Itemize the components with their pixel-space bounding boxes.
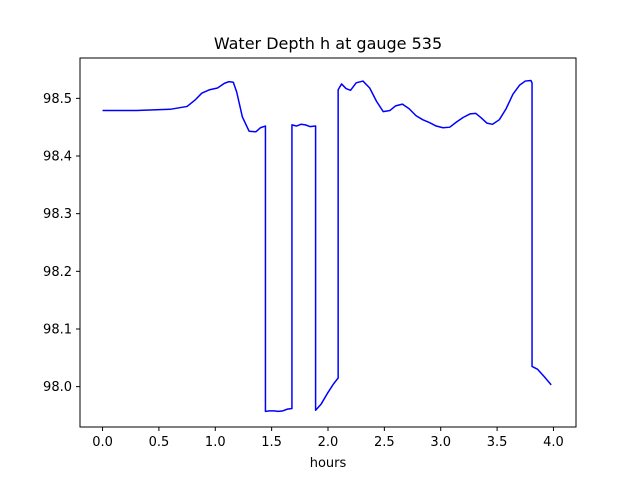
x-tick-label: 0.5	[149, 435, 170, 450]
x-axis-label: hours	[310, 456, 347, 471]
chart-title: Water Depth h at gauge 535	[214, 34, 442, 53]
x-tick-label: 2.0	[318, 435, 339, 450]
plot-frame	[79, 57, 577, 428]
series-line-0	[102, 79, 552, 413]
x-tick-label: 4.0	[543, 435, 564, 450]
y-tick-label: 98.4	[43, 150, 72, 165]
x-tick-label: 1.0	[205, 435, 226, 450]
y-axis: 98.0 98.1 98.2 98.3 98.4 98.5	[43, 92, 80, 395]
y-tick-label: 98.2	[43, 265, 72, 280]
y-tick-label: 98.5	[43, 92, 72, 107]
y-tick-label: 98.3	[43, 207, 72, 222]
x-axis: 0.0 0.5 1.0 1.5 2.0 2.5 3.0 3.5 4.0	[92, 427, 564, 450]
y-tick-label: 98.0	[43, 380, 72, 395]
y-tick-label: 98.1	[43, 322, 72, 337]
x-tick-label: 1.5	[261, 435, 282, 450]
x-tick-label: 3.0	[430, 435, 451, 450]
x-tick-label: 0.0	[92, 435, 113, 450]
x-tick-label: 3.5	[487, 435, 508, 450]
plot-area	[102, 79, 552, 413]
x-tick-label: 2.5	[374, 435, 395, 450]
